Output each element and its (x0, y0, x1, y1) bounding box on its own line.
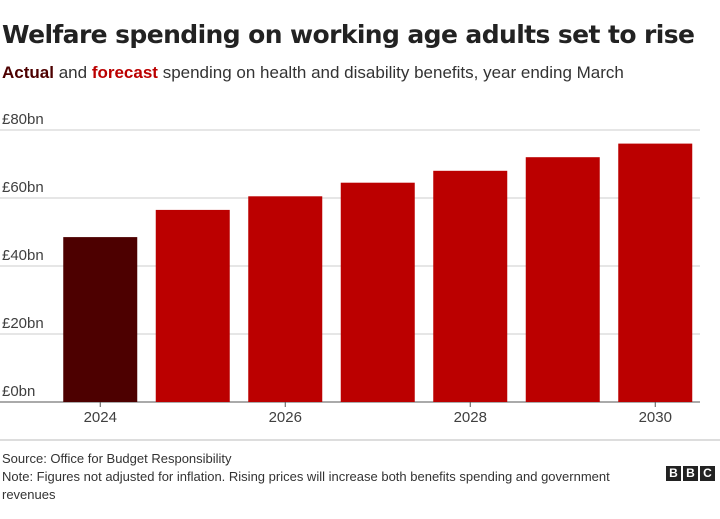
chart-subtitle: Actual and forecast spending on health a… (2, 60, 692, 85)
logo-letter: B (683, 466, 698, 481)
y-tick-label: £60bn (2, 179, 44, 196)
bar (340, 182, 415, 402)
legend-label: forecast (91, 63, 158, 82)
y-tick-label: £20bn (2, 315, 44, 332)
y-tick-label: £80bn (2, 111, 44, 128)
chart-title: Welfare spending on working age adults s… (2, 20, 695, 49)
source: Source: Office for Budget Responsibility (2, 451, 232, 466)
bar (248, 196, 323, 402)
bar (618, 143, 693, 402)
logo: B B C (666, 466, 715, 481)
bar (525, 157, 600, 402)
legend-label: Actual (2, 63, 54, 82)
note: Note: Figures not adjusted for inflation… (2, 469, 610, 502)
logo-letter: C (700, 466, 715, 481)
y-tick-label: £40bn (2, 247, 44, 264)
bar (63, 237, 138, 402)
y-tick-label: £0bn (2, 383, 35, 400)
x-tick-label: 2024 (84, 409, 117, 426)
subtitle-text: and (58, 63, 88, 82)
x-tick-label: 2030 (639, 409, 672, 426)
logo-letter: B (666, 466, 681, 481)
x-tick-label: 2028 (454, 409, 487, 426)
footer: Source: Office for Budget Responsibility… (2, 450, 652, 504)
x-tick-label: 2026 (269, 409, 302, 426)
subtitle-text: spending on health and disability benefi… (162, 63, 624, 82)
bar (155, 209, 230, 402)
bar (433, 170, 508, 402)
